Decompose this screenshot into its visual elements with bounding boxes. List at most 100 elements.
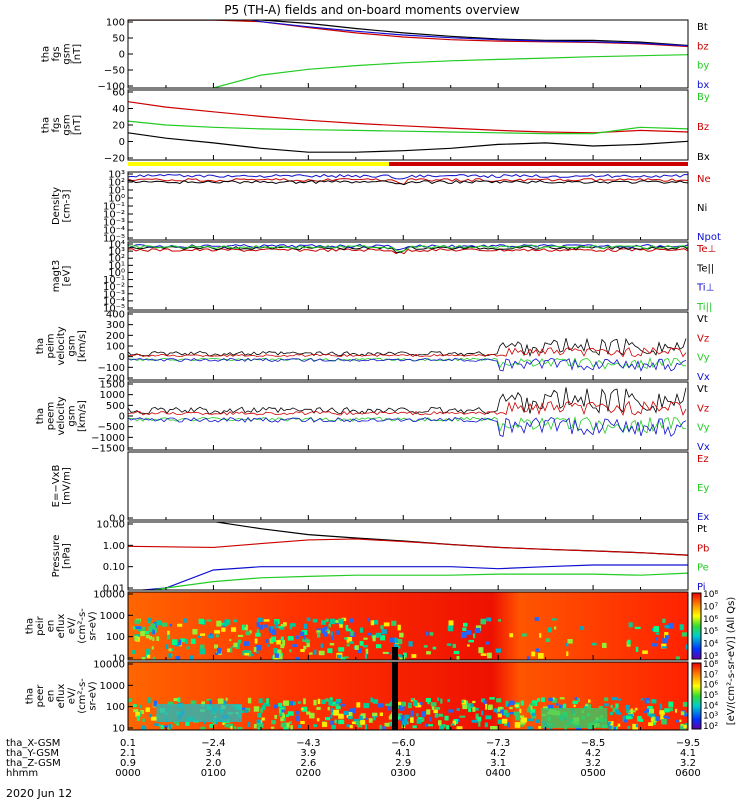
peir_eflux-heatmap-cell	[137, 628, 143, 632]
peer_eflux-heatmap-cell	[365, 717, 368, 720]
peir_eflux-ylabel: eflux	[56, 614, 67, 639]
peer_eflux-heatmap-cell	[534, 719, 539, 723]
peir_eflux-heatmap-cell	[425, 631, 429, 636]
peer_eflux-heatmap-cell	[647, 705, 653, 710]
peir_eflux-heatmap-cell	[233, 642, 238, 647]
peir_eflux-heatmap-cell	[456, 655, 460, 660]
fgs_gsm_1-legend-by: by	[697, 61, 709, 72]
peir_eflux-heatmap-cell	[141, 656, 146, 660]
peer_eflux-heatmap-cell	[260, 720, 263, 724]
peir_eflux-heatmap-cell	[152, 656, 156, 660]
peer_eflux-heatmap-cell	[225, 697, 228, 701]
peir_eflux-heatmap-cell	[344, 637, 348, 640]
peer_eflux-heatmap-cell	[472, 700, 476, 704]
peer_eflux-heatmap-cell	[160, 725, 164, 730]
peer_eflux-heatmap-cell	[348, 708, 355, 714]
peir_eflux-heatmap-cell	[303, 623, 308, 629]
peir_eflux-heatmap-cell	[199, 633, 206, 636]
xaxis-value: 0300	[391, 768, 416, 779]
peer_eflux-heatmap-cell	[278, 707, 283, 714]
peer_eflux-data-gap	[392, 662, 398, 730]
peer_eflux-heatmap-cell	[443, 724, 446, 728]
colorbar-tick: 10⁷	[703, 670, 718, 680]
fgs_gsm_2-legend-bz: Bz	[697, 122, 709, 133]
peer_eflux-heatmap-cell	[209, 723, 214, 728]
peer_eflux-heatmap-cell	[334, 719, 337, 724]
peer_eflux-heatmap-cell	[203, 721, 206, 725]
peer_eflux-heatmap-cell	[415, 702, 422, 708]
peer_eflux-heatmap-cell	[526, 708, 531, 713]
panel-temperature	[128, 243, 688, 255]
xaxis-value: 2.6	[300, 758, 316, 769]
peer_eflux-heatmap-cell	[682, 702, 688, 707]
peer_eflux-heatmap-cell	[153, 700, 157, 707]
peir_eflux-frame	[127, 591, 689, 661]
xaxis-value: 4.2	[490, 748, 506, 759]
peer_eflux-heatmap-cell	[416, 713, 419, 717]
peer_eflux-heatmap-cell	[317, 698, 321, 705]
peer_eflux-heatmap-cell	[399, 704, 405, 711]
peer_eflux-frame	[127, 661, 689, 731]
colorbar-lower	[691, 662, 702, 730]
pressure-ytick-label: 0.01	[103, 584, 125, 595]
peer_eflux-heatmap-cell	[462, 704, 468, 710]
peer_eflux-heatmap-cell	[433, 709, 438, 714]
panel-peir-eflux	[128, 592, 688, 660]
peer_eflux-heatmap-cell	[421, 717, 425, 722]
peer_eflux-heatmap-cell	[154, 723, 159, 726]
fgs_gsm_2-ytick-label: −20	[104, 154, 125, 165]
peir_eflux-heatmap-cell	[389, 637, 395, 643]
peem_velocity-ylabel: tha	[35, 408, 46, 424]
peer_eflux-heatmap-cell	[574, 697, 578, 700]
peer_eflux-heatmap-cell	[477, 716, 482, 722]
peer_eflux-heatmap-cell	[336, 698, 341, 703]
density-ylabel: Density	[51, 187, 62, 225]
peer_eflux-heatmap-cell	[604, 703, 609, 707]
peer_eflux-heatmap-cell	[536, 698, 541, 702]
fgs_gsm_2-ylabel: [nT]	[72, 115, 83, 135]
date-label: 2020 Jun 12	[6, 787, 72, 800]
peer_eflux-heatmap-cell	[301, 706, 308, 712]
peer_eflux-heatmap-cell	[234, 726, 237, 730]
peer_eflux-heatmap-cell	[133, 709, 139, 713]
peer_eflux-heatmap-cell	[668, 701, 674, 707]
peem_velocity-trace	[128, 387, 687, 415]
peir_eflux-heatmap-cell	[148, 618, 152, 621]
peir_eflux-heatmap-cell	[321, 628, 325, 634]
peir_eflux-heatmap-cell	[275, 649, 282, 655]
peir_eflux-heatmap-cell	[509, 633, 514, 638]
peir_eflux-heatmap-cell	[382, 651, 389, 654]
peir_eflux-heatmap-cell	[423, 645, 428, 648]
density-trace	[128, 179, 688, 186]
peer_eflux-heatmap-cell	[333, 703, 339, 707]
peer_eflux-heatmap-cell	[481, 698, 486, 703]
peer_eflux-heatmap-cell	[397, 701, 403, 706]
peer_eflux-heatmap-cell	[680, 724, 686, 730]
density-legend-ni: Ni	[697, 203, 707, 214]
peer_eflux-heatmap-cell	[497, 713, 502, 718]
peer_eflux-heatmap-cell	[448, 709, 454, 713]
temperature-ytick-label: 10²	[108, 254, 125, 265]
peer_eflux-heatmap-cell	[428, 716, 432, 722]
peir_eflux-heatmap-cell	[151, 646, 154, 650]
peir_eflux-heatmap-cell	[446, 643, 452, 646]
pressure-ylabel: Pressure	[51, 535, 62, 578]
peir_eflux-heatmap-cell	[534, 617, 539, 621]
peer_eflux-heatmap-cell	[530, 708, 536, 715]
peer_eflux-heatmap-cell	[640, 698, 643, 701]
peim_velocity-ytick-label: −100	[98, 363, 125, 374]
pressure-legend-pi: Pi	[697, 582, 706, 593]
peir_eflux-heatmap-cell	[273, 647, 278, 654]
xaxis-row-label: tha_Y-GSM	[6, 748, 59, 759]
peer_eflux-heatmap-cell	[285, 714, 289, 718]
peir_eflux-heatmap-cell	[282, 639, 286, 646]
peir_eflux-heatmap-cell	[329, 642, 335, 646]
peir_eflux-heatmap-cell	[166, 634, 171, 640]
peer_eflux-heatmap-cell	[438, 713, 444, 717]
peer_eflux-heatmap-cell	[338, 713, 344, 719]
xaxis-value: 3.9	[300, 748, 316, 759]
peer_eflux-heatmap-cell	[228, 723, 234, 729]
peir_eflux-heatmap-cell	[132, 650, 136, 655]
peir_eflux-heatmap-cell	[256, 645, 262, 651]
peir_eflux-heatmap-cell	[664, 635, 669, 640]
